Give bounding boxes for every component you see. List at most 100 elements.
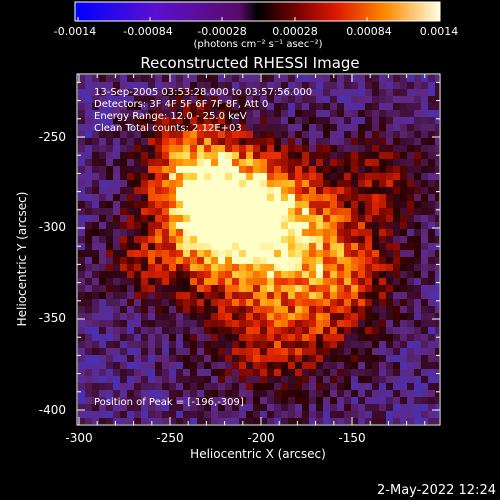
heatmap-cell — [204, 285, 211, 292]
heatmap-cell — [295, 383, 302, 390]
heatmap-cell — [155, 194, 162, 201]
heatmap-cell — [414, 159, 421, 166]
heatmap-cell — [351, 320, 358, 327]
heatmap-cell — [302, 229, 309, 236]
heatmap-cell — [365, 124, 372, 131]
heatmap-cell — [162, 271, 169, 278]
heatmap-cell — [176, 313, 183, 320]
heatmap-cell — [113, 75, 120, 82]
heatmap-cell — [169, 103, 176, 110]
heatmap-cell — [428, 110, 435, 117]
heatmap-cell — [232, 376, 239, 383]
heatmap-cell — [295, 138, 302, 145]
heatmap-cell — [393, 222, 400, 229]
heatmap-cell — [323, 278, 330, 285]
heatmap-cell — [176, 222, 183, 229]
heatmap-cell — [246, 131, 253, 138]
heatmap-cell — [295, 376, 302, 383]
heatmap-cell — [225, 180, 232, 187]
heatmap-cell — [372, 229, 379, 236]
heatmap-cell — [421, 131, 428, 138]
time-range-text: 13-Sep-2005 03:53:28.000 to 03:57:56.000 — [94, 87, 313, 98]
heatmap-cell — [99, 404, 106, 411]
heatmap-cell — [85, 320, 92, 327]
heatmap-cell — [148, 194, 155, 201]
heatmap-cell — [358, 257, 365, 264]
heatmap-cell — [120, 369, 127, 376]
heatmap-cell — [428, 264, 435, 271]
heatmap-cell — [211, 334, 218, 341]
heatmap-cell — [99, 75, 106, 82]
heatmap-cell — [309, 341, 316, 348]
colorbar-tick-label: 0.00084 — [346, 25, 392, 38]
heatmap-cell — [267, 194, 274, 201]
heatmap-cell — [435, 215, 439, 222]
heatmap-cell — [288, 250, 295, 257]
heatmap-cell — [253, 264, 260, 271]
heatmap-cell — [92, 327, 99, 334]
heatmap-cell — [435, 187, 439, 194]
heatmap-cell — [78, 306, 85, 313]
heatmap-cell — [85, 327, 92, 334]
heatmap-cell — [386, 159, 393, 166]
heatmap-cell — [225, 236, 232, 243]
heatmap-cell — [330, 229, 337, 236]
heatmap-cell — [428, 362, 435, 369]
timestamp: 2-May-2022 12:24 — [377, 483, 496, 498]
heatmap-cell — [85, 257, 92, 264]
heatmap-cell — [148, 390, 155, 397]
heatmap-cell — [365, 208, 372, 215]
heatmap-cell — [421, 138, 428, 145]
heatmap-cell — [281, 243, 288, 250]
heatmap-cell — [85, 229, 92, 236]
heatmap-cell — [162, 327, 169, 334]
heatmap-cell — [295, 96, 302, 103]
heatmap-cell — [330, 166, 337, 173]
heatmap-cell — [78, 103, 85, 110]
heatmap-cell — [155, 124, 162, 131]
heatmap-cell — [92, 418, 99, 424]
heatmap-cell — [260, 131, 267, 138]
heatmap-cell — [232, 327, 239, 334]
heatmap-cell — [288, 194, 295, 201]
heatmap-cell — [302, 145, 309, 152]
heatmap-cell — [302, 208, 309, 215]
heatmap-cell — [169, 201, 176, 208]
heatmap-cell — [134, 173, 141, 180]
heatmap-cell — [435, 103, 439, 110]
heatmap-cell — [239, 201, 246, 208]
heatmap-cell — [183, 264, 190, 271]
heatmap-cell — [379, 236, 386, 243]
heatmap-cell — [85, 313, 92, 320]
heatmap-cell — [204, 362, 211, 369]
heatmap-cell — [141, 152, 148, 159]
heatmap-cell — [337, 257, 344, 264]
heatmap-cell — [337, 327, 344, 334]
heatmap-cell — [428, 390, 435, 397]
heatmap-cell — [120, 348, 127, 355]
heatmap-cell — [372, 397, 379, 404]
heatmap-cell — [99, 320, 106, 327]
heatmap-cell — [120, 208, 127, 215]
heatmap-cell — [393, 334, 400, 341]
heatmap-cell — [113, 362, 120, 369]
heatmap-cell — [253, 75, 260, 82]
heatmap-cell — [281, 257, 288, 264]
heatmap-cell — [295, 75, 302, 82]
heatmap-cell — [120, 201, 127, 208]
heatmap-cell — [253, 376, 260, 383]
heatmap-cell — [330, 173, 337, 180]
heatmap-cell — [316, 236, 323, 243]
heatmap-cell — [127, 82, 134, 89]
heatmap-cell — [330, 264, 337, 271]
heatmap-cell — [281, 103, 288, 110]
heatmap-cell — [253, 103, 260, 110]
heatmap-cell — [421, 306, 428, 313]
heatmap-cell — [92, 243, 99, 250]
heatmap-cell — [85, 103, 92, 110]
heatmap-cell — [358, 362, 365, 369]
heatmap-cell — [134, 404, 141, 411]
heatmap-cell — [176, 96, 183, 103]
heatmap-cell — [323, 257, 330, 264]
heatmap-cell — [421, 124, 428, 131]
